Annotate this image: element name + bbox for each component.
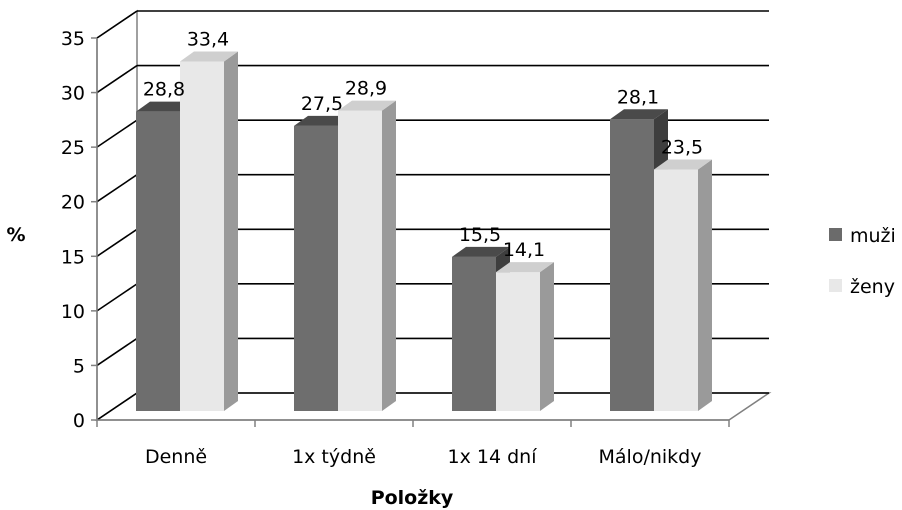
bar-side xyxy=(382,101,396,411)
bar-front xyxy=(338,111,382,411)
legend-label: ženy xyxy=(850,276,895,298)
legend-label: muži xyxy=(850,225,896,247)
y-tick-label: 35 xyxy=(61,28,85,50)
bar xyxy=(338,101,396,411)
bar xyxy=(496,262,554,411)
bar-side xyxy=(698,160,712,411)
bar-front xyxy=(136,112,180,411)
y-axis-title: % xyxy=(6,224,25,246)
data-label: 15,5 xyxy=(459,224,501,246)
y-tick-label: 15 xyxy=(61,246,85,268)
x-category-label: 1x 14 dní xyxy=(448,446,538,468)
bar-side xyxy=(224,51,238,411)
y-tick-label: 10 xyxy=(61,301,85,323)
y-tick-label: 25 xyxy=(61,137,85,159)
bar-front xyxy=(180,61,224,411)
legend-swatch xyxy=(829,279,842,292)
data-label: 28,9 xyxy=(345,78,387,100)
x-axis-title: Položky xyxy=(371,487,454,509)
bar-side xyxy=(540,262,554,411)
y-tick-label: 0 xyxy=(73,410,85,432)
bar-front xyxy=(654,170,698,411)
data-label: 23,5 xyxy=(661,137,703,159)
data-label: 14,1 xyxy=(503,239,545,261)
bar-front xyxy=(496,272,540,411)
data-label: 27,5 xyxy=(301,93,343,115)
x-category-label: 1x týdně xyxy=(292,446,376,468)
bar-front xyxy=(294,126,338,411)
data-label: 28,1 xyxy=(617,86,659,108)
x-category-label: Málo/nikdy xyxy=(599,446,702,468)
y-tick-label: 30 xyxy=(61,83,85,105)
data-label: 33,4 xyxy=(187,28,229,50)
legend-swatch xyxy=(829,228,842,241)
x-category-label: Denně xyxy=(145,446,207,468)
bar-front xyxy=(610,119,654,411)
bar xyxy=(180,51,238,411)
y-tick-label: 5 xyxy=(73,355,85,377)
legend: muži ženy xyxy=(829,225,896,298)
data-label: 28,8 xyxy=(143,79,185,101)
left-wall xyxy=(97,11,137,420)
bar-front xyxy=(452,257,496,411)
y-tick-label: 20 xyxy=(61,192,85,214)
bar xyxy=(654,160,712,411)
